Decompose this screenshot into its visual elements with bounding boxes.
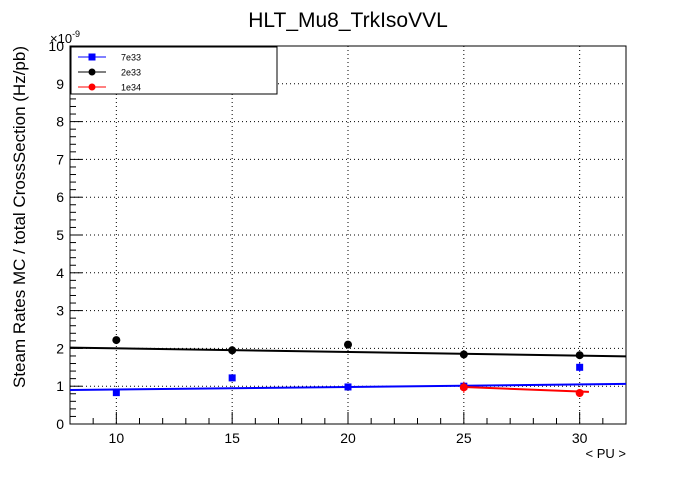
data-point-1e34 (459, 383, 468, 392)
y-tick-label: 0 (56, 416, 64, 432)
x-axis-label: < PU > (586, 446, 626, 461)
axis-layer: 0 1 2 3 4 5 6 7 8 9 10 10 15 20 25 30 (48, 38, 604, 446)
fit-line-2e33 (69, 346, 627, 358)
legend-items: 7e33 2e33 1e34 (78, 53, 141, 93)
y-exponent-base: ×10 (50, 31, 72, 46)
data-point-2e33 (112, 336, 121, 345)
x-tick-label: 20 (340, 430, 356, 446)
legend-marker-1e34 (88, 83, 96, 91)
x-tick-label: 15 (224, 430, 240, 446)
data-point-2e33 (459, 350, 468, 359)
x-tick-label: 10 (109, 430, 125, 446)
data-point-1e34 (575, 389, 584, 398)
y-tick-label: 5 (56, 227, 64, 243)
legend-label-2e33: 2e33 (121, 68, 141, 78)
y-tick-label: 9 (56, 76, 64, 92)
data-point-7e33 (344, 383, 352, 391)
data-point-7e33 (576, 363, 584, 371)
y-tick-label: 4 (56, 265, 64, 281)
y-tick-label: 1 (56, 378, 64, 394)
data-point-2e33 (344, 340, 352, 349)
legend-label-1e34: 1e34 (121, 83, 141, 93)
y-tick-label: 6 (56, 189, 64, 205)
chart-title: HLT_Mu8_TrkIsoVVL (248, 9, 448, 32)
y-exponent-power: -9 (72, 29, 80, 39)
data-point-7e33 (228, 374, 236, 382)
x-tick-label: 25 (456, 430, 472, 446)
fit-line-1e34 (463, 385, 589, 393)
legend-box (70, 46, 278, 95)
data-point-2e33 (228, 346, 237, 355)
data-point-2e33 (575, 351, 584, 360)
y-tick-label: 8 (56, 114, 64, 130)
y-exponent-label: ×10-9 (50, 29, 80, 46)
data-point-7e33 (112, 389, 120, 397)
legend-marker-2e33 (88, 68, 96, 76)
legend-label-7e33: 7e33 (121, 53, 141, 63)
legend: 7e33 2e33 1e34 (70, 46, 278, 95)
y-tick-label: 10 (48, 38, 64, 54)
y-tick-label: 2 (56, 340, 64, 356)
y-tick-label: 3 (56, 303, 64, 319)
x-tick-label: 30 (572, 430, 588, 446)
y-axis-label: Steam Rates MC / total CrossSection (Hz/… (10, 46, 29, 388)
point-layer (112, 336, 584, 398)
y-tick-label: 7 (56, 151, 64, 167)
legend-marker-7e33 (88, 53, 96, 61)
